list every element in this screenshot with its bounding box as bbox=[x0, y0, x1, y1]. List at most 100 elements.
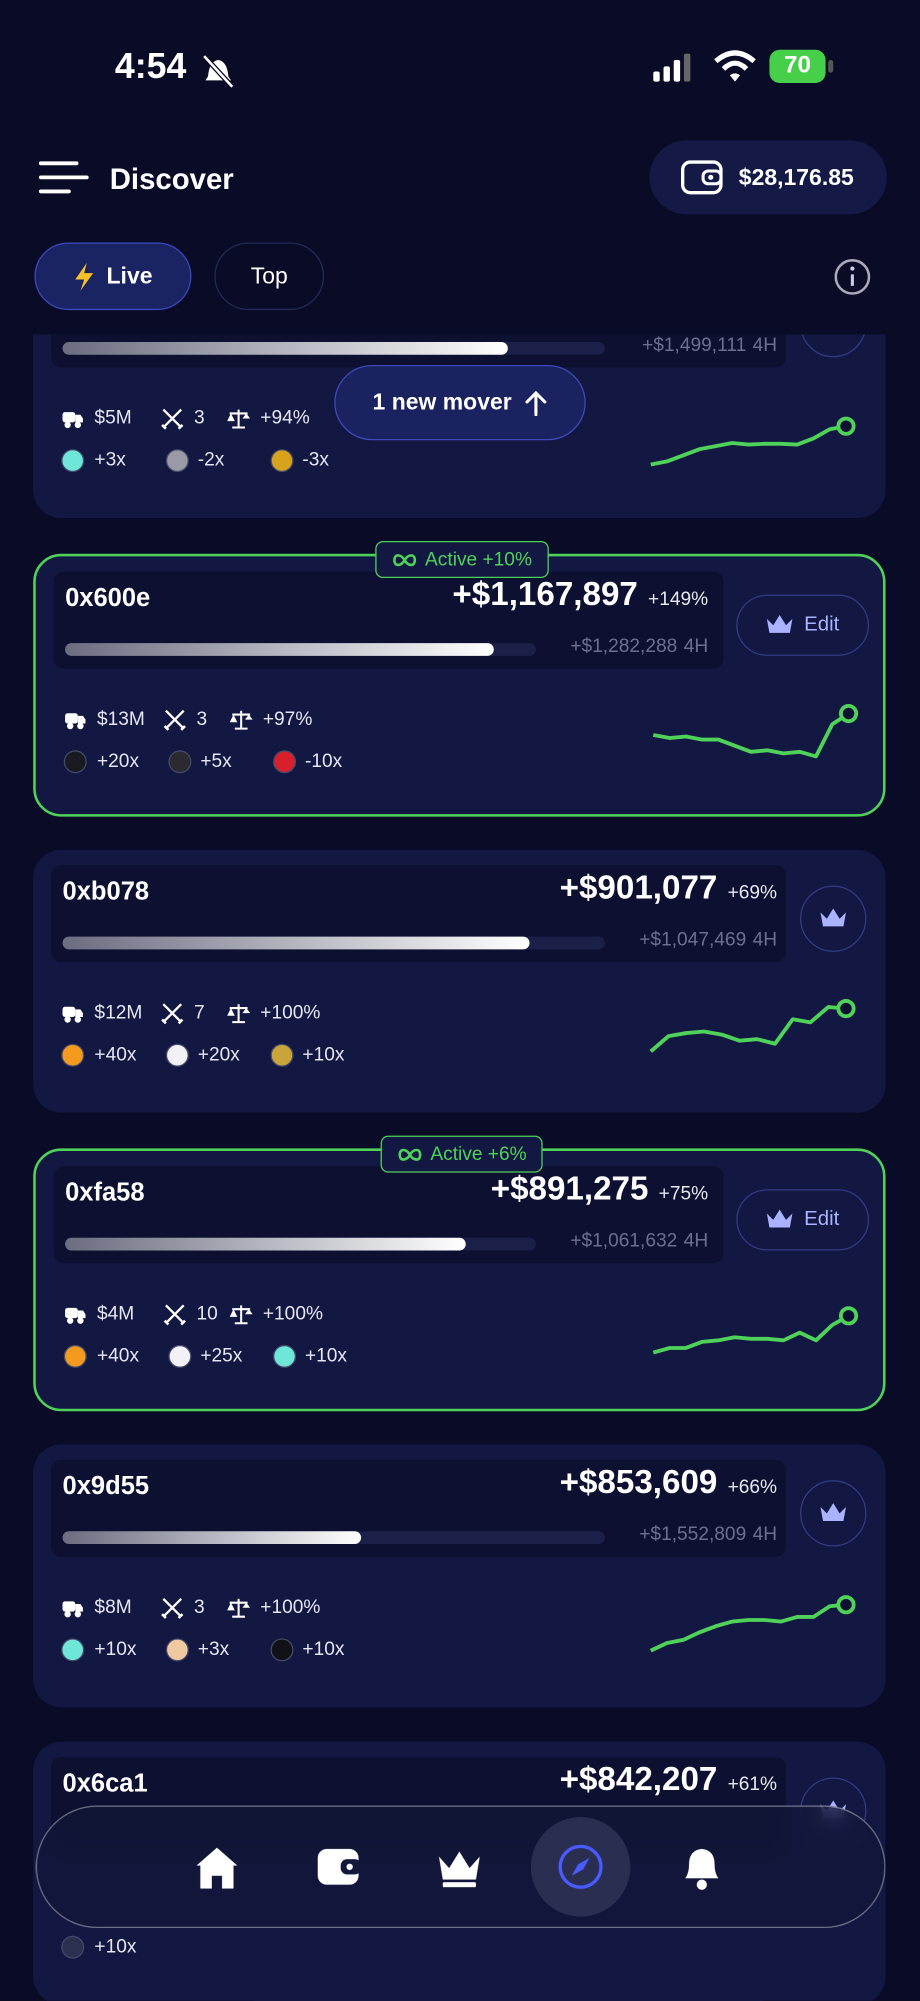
tab-top[interactable]: Top bbox=[214, 242, 325, 311]
nav-wallet[interactable] bbox=[315, 1846, 363, 1889]
coin-leverage: +10x bbox=[302, 1043, 345, 1066]
infinity-icon bbox=[398, 1148, 422, 1161]
win-rate: +100% bbox=[260, 1596, 321, 1618]
progress-fill bbox=[62, 1531, 361, 1544]
progress-track bbox=[62, 1531, 605, 1544]
progress-fill bbox=[65, 1237, 466, 1251]
volume: $12M bbox=[94, 1001, 143, 1024]
progress-track bbox=[62, 936, 605, 950]
silent-icon bbox=[202, 54, 235, 89]
crown-button[interactable] bbox=[800, 1480, 867, 1547]
scale-icon bbox=[227, 409, 251, 429]
wallet-address: 0xb078 bbox=[62, 877, 150, 906]
toast-label: 1 new mover bbox=[372, 389, 512, 415]
crown-icon bbox=[767, 1209, 793, 1228]
coin-icon bbox=[61, 449, 85, 473]
progress-track bbox=[65, 643, 536, 656]
nav-home[interactable] bbox=[191, 1844, 242, 1892]
sparkline-line bbox=[652, 711, 850, 759]
sparkline-end-dot bbox=[838, 703, 859, 724]
coin-leverage: +20x bbox=[197, 1043, 240, 1066]
status-time: 4:54 bbox=[114, 45, 187, 86]
battery-level: 70 bbox=[784, 52, 811, 80]
new-mover-toast[interactable]: 1 new mover bbox=[334, 364, 586, 441]
coin-leverage: -10x bbox=[304, 750, 343, 772]
nav-notifications[interactable] bbox=[678, 1843, 726, 1894]
tab-live[interactable]: Live bbox=[34, 242, 192, 311]
sparkline-line bbox=[650, 424, 847, 467]
coin-leverage: +5x bbox=[200, 750, 232, 772]
win-rate: +97% bbox=[262, 708, 313, 730]
progress-track bbox=[65, 1237, 536, 1251]
coin-icon bbox=[168, 750, 192, 774]
nav-discover-icon bbox=[558, 1844, 603, 1889]
scale-icon bbox=[229, 1305, 253, 1325]
coin-icon bbox=[61, 1935, 85, 1959]
coin-leverage: +10x bbox=[94, 1935, 137, 1958]
active-label: Active +10% bbox=[425, 548, 532, 571]
pnl-row: +$853,609 +66% bbox=[560, 1462, 777, 1502]
trades: 3 bbox=[193, 407, 205, 429]
page-title: Discover bbox=[109, 162, 234, 196]
menu-button[interactable] bbox=[38, 158, 89, 199]
pnl-amount: +$901,077 bbox=[559, 867, 718, 906]
progress-fill bbox=[62, 936, 529, 950]
pnl-amount: +$891,275 bbox=[490, 1168, 649, 1208]
tab-label: Live bbox=[106, 262, 153, 289]
win-rate: +94% bbox=[260, 407, 310, 429]
scale-icon bbox=[227, 1598, 251, 1618]
trades: 3 bbox=[196, 708, 208, 730]
coin-icon bbox=[165, 449, 189, 473]
coin-icon bbox=[165, 1043, 189, 1067]
coin-icon bbox=[273, 750, 297, 774]
active-badge: Active +10% bbox=[375, 541, 549, 579]
four-hour-value: +$1,552,809 bbox=[639, 1523, 747, 1546]
coin-icon bbox=[168, 1344, 192, 1368]
coin-leverage: +25x bbox=[200, 1344, 243, 1367]
nav-crown[interactable] bbox=[435, 1846, 483, 1889]
mover-card: 0x600e +$1,167,897 +149% +$1,282,288 4H Edit A… bbox=[33, 541, 886, 817]
truck-icon bbox=[62, 1601, 83, 1618]
win-rate: +100% bbox=[262, 1302, 323, 1325]
coin-icon bbox=[61, 1638, 85, 1662]
scale-icon bbox=[229, 710, 253, 730]
wallet-address: 0xfa58 bbox=[65, 1179, 145, 1208]
four-hour-pnl: +$1,499,111 4H bbox=[642, 334, 777, 356]
period-label: 4H bbox=[683, 635, 709, 658]
coin-icon bbox=[165, 1638, 189, 1662]
mover-card: 0xb078 +$901,077 +69% +$1,047,469 4H $12M 7 +10… bbox=[33, 849, 886, 1113]
sparkline-line bbox=[649, 1602, 847, 1653]
sparkline-end-dot bbox=[836, 998, 856, 1019]
edit-button[interactable]: Edit bbox=[736, 1189, 869, 1251]
coin-leverage: +40x bbox=[96, 1344, 140, 1367]
crown-button[interactable] bbox=[800, 885, 867, 952]
coin-leverage: -3x bbox=[302, 449, 330, 471]
four-hour-value: +$1,499,111 bbox=[642, 334, 747, 357]
info-button[interactable] bbox=[833, 258, 871, 296]
crown-button[interactable] bbox=[800, 334, 867, 358]
period-label: 4H bbox=[752, 928, 778, 951]
edit-label: Edit bbox=[804, 613, 840, 636]
swords-icon bbox=[161, 1598, 184, 1619]
arrow-up-icon bbox=[525, 390, 547, 416]
swords-icon bbox=[163, 1304, 186, 1326]
wallet-address: 0x6ca1 bbox=[62, 1769, 148, 1798]
coin-icon bbox=[270, 449, 294, 473]
swords-icon bbox=[161, 1003, 184, 1025]
pnl-percent: +149% bbox=[648, 588, 709, 610]
coin-leverage: +10x bbox=[302, 1638, 345, 1661]
mover-list: +$1,499,111 4H $5M 3 +94% +3x -2x -3x 0x600e +$1,… bbox=[0, 334, 920, 2001]
edit-button[interactable]: Edit bbox=[736, 594, 869, 656]
wallet-balance-button[interactable]: $28,176.85 bbox=[649, 140, 887, 215]
tab-label: Top bbox=[250, 262, 288, 289]
coin-icon bbox=[61, 1043, 85, 1067]
trades: 10 bbox=[196, 1302, 218, 1325]
active-badge: Active +6% bbox=[380, 1135, 544, 1173]
signal-icon bbox=[653, 53, 691, 82]
battery-tip bbox=[828, 59, 834, 73]
pnl-amount: +$842,207 bbox=[559, 1759, 718, 1798]
wifi-icon bbox=[714, 50, 756, 82]
four-hour-pnl: +$1,047,469 4H bbox=[639, 929, 777, 951]
